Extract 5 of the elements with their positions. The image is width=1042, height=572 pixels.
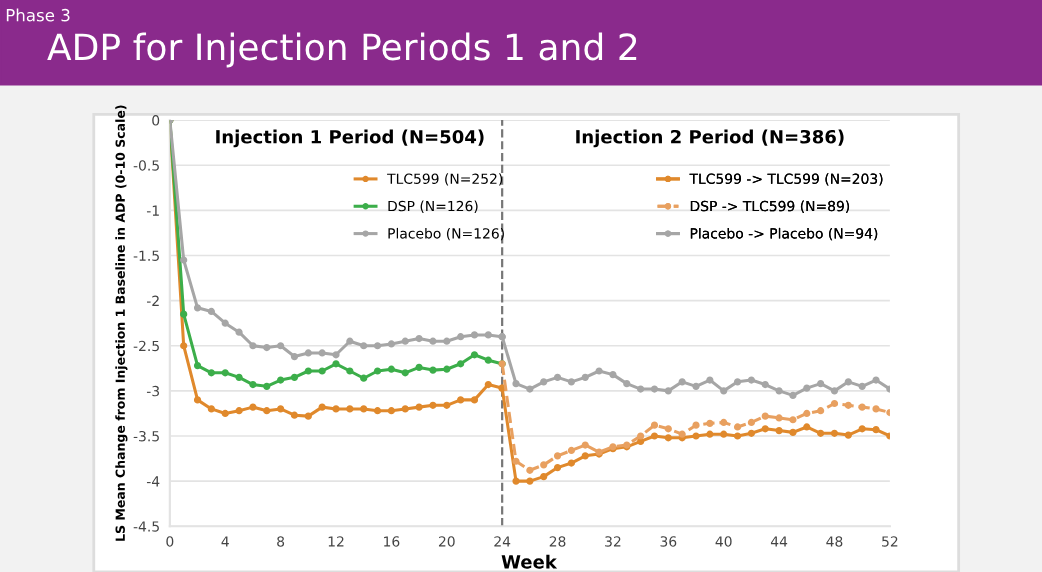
annotation: Injection 2 Period (N=386) (576, 129, 844, 148)
annotation: Injection 1 Period (N=504) (216, 129, 484, 148)
chart-title: ADP for Injection Periods 1 and 2 (47, 32, 637, 68)
x-axis-title: Week (501, 554, 558, 569)
text: Phase 3 (6, 8, 70, 22)
